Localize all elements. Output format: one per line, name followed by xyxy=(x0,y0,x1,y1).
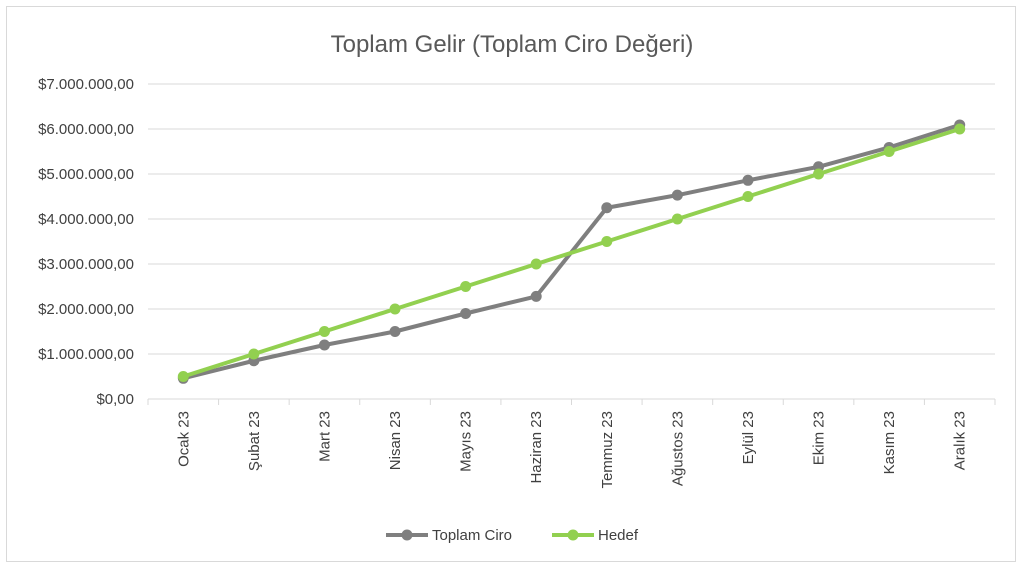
data-point xyxy=(883,146,895,157)
y-tick-label: $0,00 xyxy=(96,391,134,408)
x-tick-label: Mayıs 23 xyxy=(458,411,475,472)
x-tick-label: Ocak 23 xyxy=(175,411,192,467)
y-tick-label: $2.000.000,00 xyxy=(38,301,134,318)
x-tick-label: Haziran 23 xyxy=(528,411,545,484)
legend-label: Toplam Ciro xyxy=(432,527,512,544)
data-point xyxy=(318,339,330,351)
legend-swatch-marker xyxy=(401,529,413,541)
data-point xyxy=(530,258,542,270)
data-point xyxy=(389,303,401,315)
data-point xyxy=(389,326,401,337)
legend-label: Hedef xyxy=(598,527,639,544)
data-point xyxy=(177,371,189,382)
y-tick-label: $4.000.000,00 xyxy=(38,211,134,228)
legend-swatch-marker xyxy=(567,529,579,541)
y-tick-label: $1.000.000,00 xyxy=(38,346,134,363)
x-tick-label: Eylül 23 xyxy=(740,411,757,464)
x-tick-label: Mart 23 xyxy=(316,411,333,462)
gridlines xyxy=(148,83,995,400)
x-tick-label: Nisan 23 xyxy=(387,411,404,470)
data-point xyxy=(248,348,260,360)
data-point xyxy=(954,123,966,135)
data-point xyxy=(460,308,472,319)
x-tick-label: Aralık 23 xyxy=(952,411,969,470)
x-axis: Ocak 23 Şubat 23 Mart 23 Nisan 23 Mayıs 23 Ha… xyxy=(147,398,996,489)
x-tick-label: Ağustos 23 xyxy=(669,411,686,486)
data-point xyxy=(742,174,754,186)
series-line-2 xyxy=(182,127,961,379)
data-point xyxy=(601,236,613,247)
series-group xyxy=(177,119,966,384)
x-tick-label: Kasım 23 xyxy=(881,411,898,474)
y-tick-label: $6.000.000,00 xyxy=(38,121,134,138)
y-axis: $0,00 $1.000.000,00 $2.000.000,00 $3.000.00… xyxy=(38,76,134,408)
data-point xyxy=(742,191,754,202)
data-point xyxy=(671,189,683,201)
x-tick-label: Ekim 23 xyxy=(811,411,828,465)
chart-frame xyxy=(6,6,1016,562)
data-point xyxy=(318,326,330,337)
x-tick-label: Temmuz 23 xyxy=(599,411,616,489)
data-point xyxy=(813,168,825,180)
x-tick-label: Şubat 23 xyxy=(246,411,263,471)
data-point xyxy=(671,213,683,225)
y-tick-label: $7.000.000,00 xyxy=(38,76,134,93)
data-point xyxy=(601,202,613,214)
y-tick-label: $5.000.000,00 xyxy=(38,166,134,183)
y-tick-label: $3.000.000,00 xyxy=(38,256,134,273)
legend: Toplam Ciro Hedef xyxy=(386,527,639,544)
chart-title: Toplam Gelir (Toplam Ciro Değeri) xyxy=(331,31,694,58)
data-point xyxy=(530,290,542,302)
data-point xyxy=(460,281,472,292)
